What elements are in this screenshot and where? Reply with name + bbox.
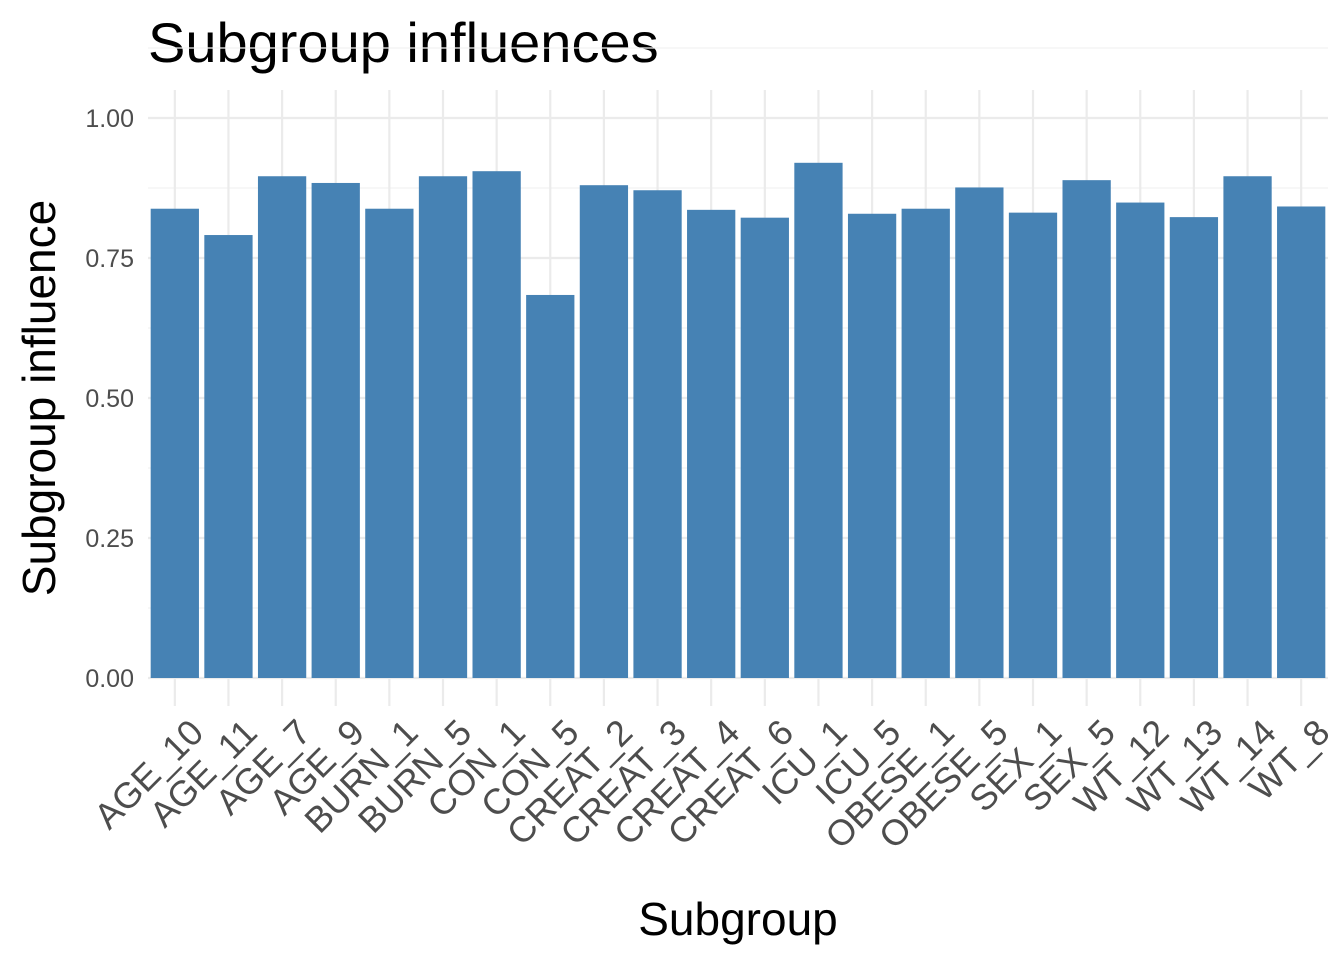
bar [901,208,950,678]
y-tick-label: 0.75 [85,245,134,273]
bar [365,208,414,678]
bar [311,182,360,678]
bar [418,176,468,679]
bar [526,294,575,678]
bar [847,213,897,678]
y-tick-label: 1.00 [85,105,134,133]
y-tick-label: 0.00 [85,665,134,693]
bar [1277,206,1326,679]
bar [1223,176,1272,679]
bar [150,208,199,678]
bar [579,185,629,678]
bar [1116,202,1165,678]
bar [204,235,253,679]
bar [955,187,1004,678]
x-axis-tick-labels: AGE_10AGE_11AGE_7AGE_9BURN_1BURN_5CON_1C… [86,711,1338,856]
y-axis-title: Subgroup influence [13,200,65,596]
bar [740,217,789,678]
bar [1062,180,1111,678]
y-tick-label: 0.50 [85,385,134,413]
bar [472,171,521,678]
y-axis-tick-labels: 0.00 0.25 0.50 0.75 1.00 [85,105,134,693]
chart-title: Subgroup influences [148,11,659,74]
bar [257,176,307,679]
bar [687,209,736,678]
bar [633,190,682,679]
x-axis-title: Subgroup [638,893,838,945]
bar [794,162,843,679]
bar [1008,212,1058,678]
y-tick-label: 0.25 [85,525,134,553]
bars [150,162,1326,679]
bar [1169,217,1219,678]
